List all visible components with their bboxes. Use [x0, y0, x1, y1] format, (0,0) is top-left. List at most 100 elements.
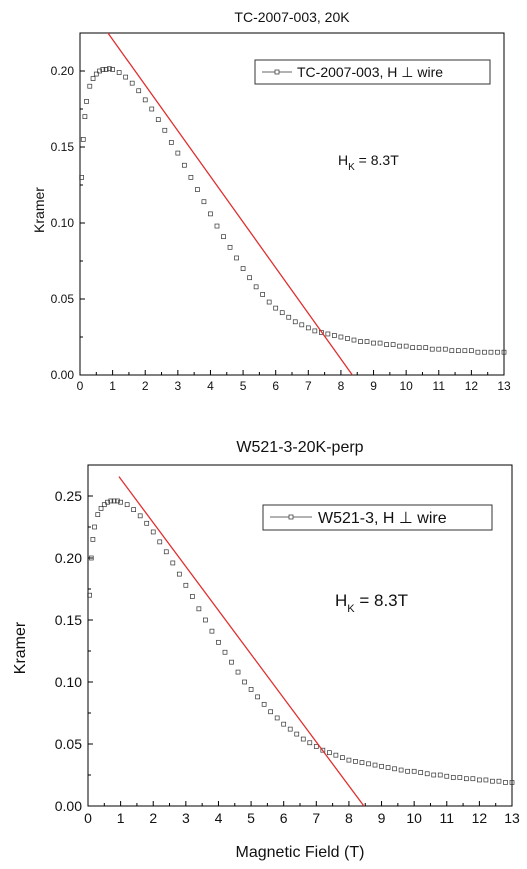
hk-annotation-h: H	[338, 152, 348, 168]
legend-label: TC-2007-003, H ⊥ wire	[297, 64, 443, 80]
data-point	[477, 777, 482, 783]
data-point	[268, 709, 273, 715]
data-point	[332, 333, 337, 338]
data-point	[93, 71, 99, 77]
data-point	[221, 234, 226, 240]
y-tick-label: 0.05	[55, 736, 82, 752]
chart-panel-bottom: W521-3-20K-perp Kramer Magnetic Field (T…	[12, 439, 520, 861]
data-point	[307, 740, 313, 746]
data-point	[305, 325, 311, 331]
x-tick-label: 0	[77, 379, 84, 393]
data-point	[95, 512, 101, 517]
data-point	[403, 343, 409, 349]
x-tick-label: 3	[182, 810, 190, 826]
data-point	[482, 349, 487, 355]
data-point	[359, 760, 365, 765]
data-point	[229, 659, 234, 665]
data-point	[115, 498, 120, 504]
legend-marker	[288, 514, 294, 520]
data-point	[97, 68, 102, 74]
data-point	[490, 778, 495, 784]
data-point	[274, 715, 280, 721]
x-tick-label: 10	[406, 810, 422, 826]
data-point	[235, 669, 241, 675]
hk-annotation: HK = 8.3T	[335, 591, 408, 615]
x-tick-label: 6	[280, 810, 288, 826]
data-point	[319, 330, 324, 335]
data-point	[168, 140, 174, 145]
data-point	[405, 768, 410, 774]
data-point	[300, 736, 306, 742]
x-tick-label: 5	[240, 379, 247, 393]
data-point	[397, 343, 402, 349]
data-point	[358, 339, 363, 344]
data-point	[345, 336, 350, 341]
data-point	[437, 772, 443, 778]
data-point	[101, 502, 107, 508]
data-point	[90, 76, 96, 81]
data-point	[163, 549, 169, 555]
data-point	[294, 731, 300, 737]
data-point	[84, 99, 89, 104]
data-point	[103, 67, 109, 72]
data-point	[346, 757, 352, 763]
plot-marks	[79, 33, 507, 375]
kramer-fit-line	[107, 33, 354, 375]
data-point	[82, 114, 88, 119]
data-point	[371, 340, 376, 346]
data-point	[209, 628, 215, 634]
legend-label: W521-3, H ⊥ wire	[318, 510, 447, 527]
data-point	[208, 211, 213, 217]
data-point	[379, 763, 384, 769]
legend-box	[254, 59, 491, 85]
data-point	[351, 337, 357, 343]
chart-title: W521-3-20K-perp	[236, 439, 363, 456]
data-point	[129, 80, 135, 86]
x-tick-label: 4	[207, 379, 214, 393]
data-point	[292, 319, 298, 325]
data-point	[327, 750, 332, 756]
data-point	[248, 687, 254, 692]
y-tick-label: 0.00	[51, 368, 75, 382]
data-point	[436, 346, 442, 352]
data-point	[410, 345, 416, 350]
hk-annotation-subscript: K	[348, 162, 355, 173]
data-point	[90, 537, 96, 542]
data-point	[214, 223, 220, 229]
x-tick-label: 10	[399, 379, 413, 393]
data-point	[286, 314, 292, 320]
data-point	[281, 721, 287, 727]
x-tick-label: 13	[497, 379, 511, 393]
x-tick-label: 11	[433, 379, 446, 393]
data-point	[364, 339, 370, 344]
data-point	[463, 776, 469, 782]
data-point	[475, 349, 481, 355]
x-tick-label: 7	[305, 379, 312, 393]
legend-marker	[274, 69, 280, 75]
data-point	[503, 780, 508, 785]
data-point	[157, 539, 163, 545]
data-point	[136, 88, 142, 94]
data-point	[142, 97, 148, 103]
legend: TC-2007-003, H ⊥ wire	[254, 59, 491, 85]
data-point	[260, 292, 265, 297]
data-point	[255, 694, 260, 700]
x-tick-label: 7	[312, 810, 320, 826]
y-axis-label: Kramer	[31, 187, 47, 233]
x-tick-label: 2	[142, 379, 149, 393]
y-tick-label: 0.20	[55, 550, 82, 566]
data-point	[416, 345, 422, 350]
data-point	[111, 498, 117, 504]
data-point	[431, 772, 437, 778]
data-point	[176, 571, 182, 577]
data-point	[320, 747, 326, 753]
y-tick-label: 0.15	[55, 612, 82, 628]
data-point	[155, 117, 161, 122]
data-point	[170, 560, 176, 566]
data-point	[149, 106, 155, 112]
data-point	[483, 777, 489, 783]
y-tick-label: 0.15	[51, 140, 75, 154]
data-point	[501, 349, 507, 355]
data-point	[377, 340, 383, 346]
data-point	[338, 334, 344, 340]
